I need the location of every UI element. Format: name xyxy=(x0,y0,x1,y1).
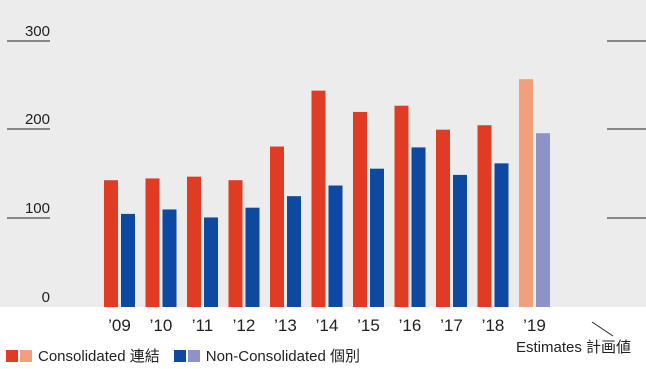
bar-non-consolidated xyxy=(370,168,384,307)
bar-non-consolidated-estimate xyxy=(536,133,550,307)
estimates-label: Estimates 計画値 xyxy=(516,339,632,356)
bar-non-consolidated xyxy=(162,209,177,307)
x-tick-label: ’19 xyxy=(523,316,546,335)
x-axis: ’09 ’10 ’11 ’12 ’13 ’14 ’15 ’16 ’17 ’18 ’19 xyxy=(108,316,546,335)
bar-consolidated xyxy=(353,111,367,307)
legend-swatch-consolidated-estimate xyxy=(20,349,32,362)
x-tick-label: ’17 xyxy=(440,316,463,335)
bar-consolidated xyxy=(270,146,284,307)
x-tick-label: ’18 xyxy=(482,316,505,335)
bar-consolidated xyxy=(436,129,450,307)
bar-consolidated xyxy=(311,90,326,307)
bar-non-consolidated xyxy=(453,174,467,307)
y-tick-label: 100 xyxy=(25,200,50,217)
legend-item-non-consolidated: Non-Consolidated 個別 xyxy=(173,345,360,366)
bar-consolidated xyxy=(187,176,201,307)
legend-item-consolidated: Consolidated 連結 xyxy=(6,345,160,366)
legend: Consolidated 連結 Non-Consolidated 個別 xyxy=(6,345,374,366)
x-tick-label: ’12 xyxy=(233,316,256,335)
x-tick-label: ’14 xyxy=(316,316,339,335)
bar-consolidated xyxy=(145,178,160,307)
x-tick-label: ’10 xyxy=(150,316,173,335)
bar-consolidated xyxy=(477,125,492,307)
x-tick-label: ’16 xyxy=(399,316,422,335)
bar-non-consolidated xyxy=(121,213,135,307)
bar-consolidated xyxy=(228,180,243,307)
legend-label-non-consolidated: Non-Consolidated 個別 xyxy=(205,348,360,365)
legend-label-consolidated: Consolidated 連結 xyxy=(38,348,160,365)
y-axis: 0 100 200 300 xyxy=(7,23,646,306)
x-tick-label: ’15 xyxy=(357,316,380,335)
x-tick-label: ’13 xyxy=(274,316,297,335)
y-tick-label: 0 xyxy=(42,289,50,306)
bars xyxy=(104,79,550,307)
bar-consolidated-estimate xyxy=(519,79,533,307)
bar-non-consolidated xyxy=(494,163,509,307)
legend-swatch-consolidated xyxy=(6,349,18,362)
x-tick-label: ’09 xyxy=(108,316,131,335)
bar-non-consolidated xyxy=(245,207,260,307)
bar-non-consolidated xyxy=(328,185,343,307)
bar-non-consolidated xyxy=(411,147,426,307)
legend-swatch-non-consolidated-estimate xyxy=(187,349,200,362)
bar-non-consolidated xyxy=(287,196,301,307)
estimates-leader-line xyxy=(591,321,614,337)
legend-swatch-non-consolidated xyxy=(173,349,186,362)
y-tick-label: 200 xyxy=(25,111,50,128)
y-tick-label: 300 xyxy=(25,23,50,40)
bar-consolidated xyxy=(394,105,409,307)
x-tick-label: ’11 xyxy=(192,316,213,335)
bar-non-consolidated xyxy=(204,217,218,307)
bar-consolidated xyxy=(104,180,118,307)
